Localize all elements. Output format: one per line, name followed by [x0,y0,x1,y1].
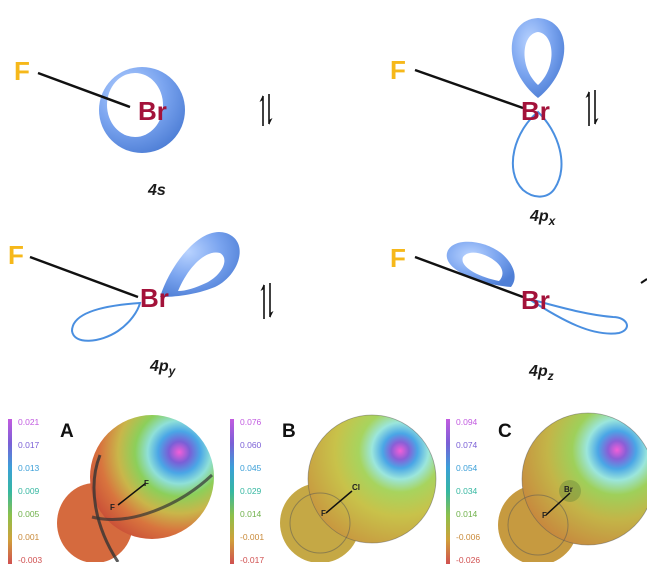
scale-tick: -0.017 [240,555,265,565]
fluorine-atom-label: F [8,240,24,270]
color-scale-ticks: 0.076 0.060 0.045 0.029 0.014 -0.001 -0.… [240,417,280,567]
color-scale-bar [230,419,234,564]
spin-pair-arrows [585,90,599,126]
orbital-panel-4s: F Br 4s [0,0,320,210]
fluorine-atom-label: F [390,243,406,273]
scale-tick: -0.026 [456,555,481,565]
orbital-4s-lobe [37,67,185,153]
scale-tick: 0.021 [18,417,40,427]
atom-label: Br [564,485,573,494]
scale-tick: 0.045 [240,463,262,473]
fluorine-atom-label: F [14,56,30,86]
potential-map-A: 0.021 0.017 0.013 0.009 0.005 0.001 -0.0… [0,405,220,565]
orbital-4px-lobes [414,18,565,198]
orbital-label-4s: 4s [148,182,166,199]
color-scale-bar [8,419,12,564]
potential-map-B: 0.076 0.060 0.045 0.029 0.014 -0.001 -0.… [222,405,437,565]
bromine-atom-label: Br [138,96,167,126]
bromine-atom-label: Br [521,96,550,126]
color-scale-ticks: 0.094 0.074 0.054 0.034 0.014 -0.006 -0.… [456,417,496,567]
scale-tick: 0.014 [240,509,262,519]
scale-tick: 0.029 [240,486,262,496]
scale-tick: 0.034 [456,486,478,496]
scale-tick: 0.013 [18,463,40,473]
panel-letter: A [60,421,74,442]
scale-tick: 0.017 [18,440,40,450]
potential-map-C: 0.094 0.074 0.054 0.034 0.014 -0.006 -0.… [440,405,647,565]
bromine-atom-label: Br [521,285,550,315]
potential-surface-B [280,414,437,562]
orbital-panel-4pz: F Br 4pz [323,225,647,395]
scale-tick: 0.001 [18,532,40,542]
scale-tick: -0.006 [456,532,481,542]
panel-letter: C [498,421,512,442]
atom-label: Cl [352,483,360,492]
atom-label: F [144,479,149,488]
scale-tick: -0.003 [18,555,43,565]
orbital-label-4pz: 4pz [529,363,554,384]
bromine-atom-label: Br [140,283,169,313]
scale-tick: 0.074 [456,440,478,450]
atom-label: F [542,511,547,520]
potential-surface-A [57,415,214,562]
atom-label: F [110,503,115,512]
color-scale-bar [446,419,450,564]
atom-label: F [321,509,326,518]
color-scale-ticks: 0.021 0.017 0.013 0.009 0.005 0.001 -0.0… [18,417,58,567]
orbital-label-4px: 4px [530,208,556,229]
orbital-4py-lobes [29,231,240,342]
scale-tick: 0.009 [18,486,40,496]
scale-tick: 0.005 [18,509,40,519]
orbital-label-4py: 4py [150,358,176,379]
scale-tick: 0.054 [456,463,478,473]
fluorine-atom-label: F [390,55,406,85]
spin-pair-arrows [260,283,274,319]
orbital-4pz-lobes [414,241,647,335]
panel-letter: B [282,421,296,442]
scale-tick: 0.076 [240,417,262,427]
scale-tick: 0.014 [456,509,478,519]
scale-tick: 0.060 [240,440,262,450]
orbital-panel-4py: F Br 4py [0,225,320,395]
potential-surface-C [498,412,647,562]
orbital-panel-4px: F Br 4px [323,0,647,230]
spin-pair-arrows [259,94,273,126]
scale-tick: -0.001 [240,532,265,542]
scale-tick: 0.094 [456,417,478,427]
